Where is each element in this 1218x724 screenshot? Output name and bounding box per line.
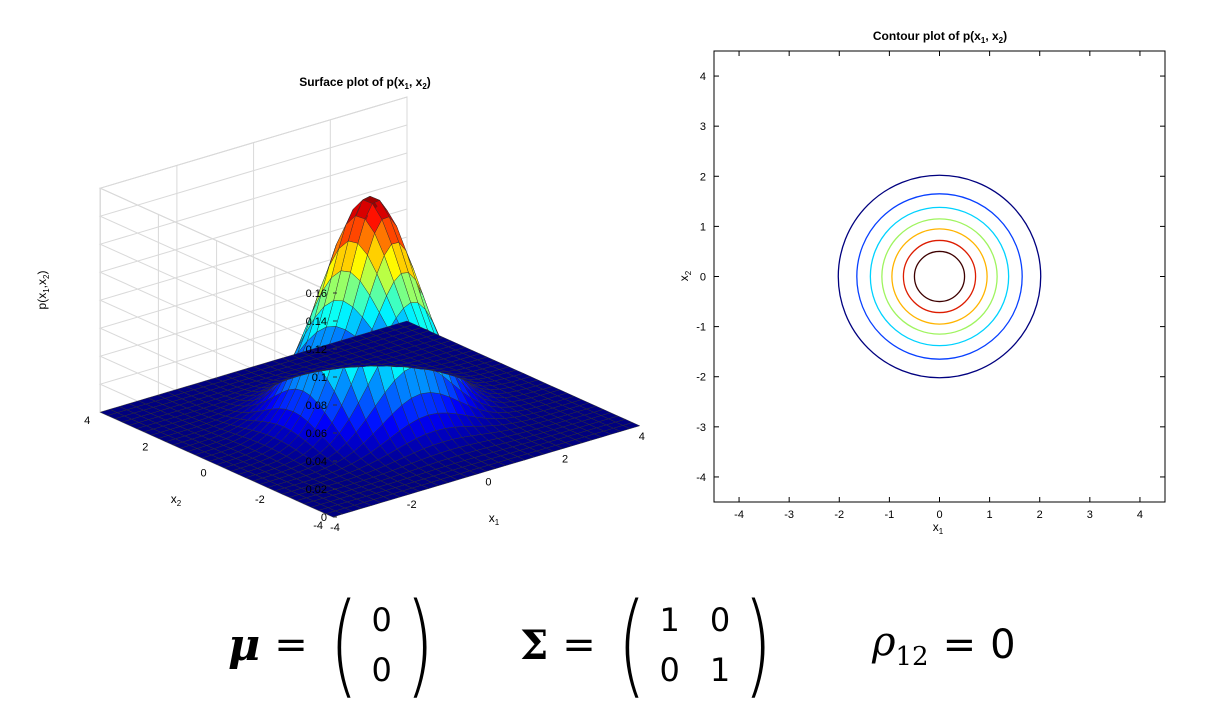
z-tick-label: 0 [321, 512, 327, 524]
rho-subscript: 12 [895, 641, 929, 672]
contour-line [837, 174, 1042, 379]
y-tick-label: 3 [700, 121, 706, 133]
right-paren: ) [743, 580, 773, 710]
right-paren: ) [405, 580, 434, 710]
contour-x2-label: x2 [677, 270, 693, 281]
mu-vector-entry: 0 [371, 601, 392, 639]
z-tick-label: 0.12 [306, 344, 327, 356]
surface-z-label: p(x1,x2) [35, 271, 51, 310]
y-tick-label: 1 [700, 221, 706, 233]
x-tick-label: -3 [784, 509, 794, 521]
x2-tick-label: -4 [313, 520, 323, 532]
equals-sign: = [274, 622, 308, 668]
contour-x1-label: x1 [933, 520, 944, 536]
surface-mesh [99, 195, 641, 518]
x-tick-label: -4 [734, 509, 744, 521]
surface-x1-label: x1 [489, 511, 500, 527]
y-tick-label: 0 [700, 272, 706, 284]
y-tick-label: -4 [696, 472, 706, 484]
z-tick-label: 0.02 [306, 484, 327, 496]
mu-vector-entry: 0 [371, 651, 392, 689]
x2-tick-label: 2 [142, 441, 148, 453]
x2-tick-label: -2 [255, 494, 265, 506]
z-tick-label: 0.04 [306, 456, 327, 468]
surface-ticks: 0 0.02 0.04 0.06 0.08 0.1 0.12 0.14 0.16 -4 -2 0 2 4 -… [84, 288, 645, 534]
sigma-matrix-entry: 1 [709, 651, 731, 689]
contour-title: Contour plot of p(x1, x2) [873, 29, 1007, 45]
x2-tick-label: 0 [200, 468, 206, 480]
surface-plot: 0 0.02 0.04 0.06 0.08 0.1 0.12 0.14 0.16 -4 -2 0 2 4 -… [35, 75, 645, 534]
mu-vector: 0 0 [371, 601, 391, 689]
contour-line [891, 228, 988, 325]
x-tick-label: 0 [936, 509, 942, 521]
y-tick-label: 4 [700, 71, 706, 83]
z-tick-label: 0.1 [312, 372, 327, 384]
x1-tick-label: -4 [330, 522, 340, 534]
mu-equation: μ = ( 0 0 ) [228, 580, 442, 710]
z-tick-label: 0.14 [306, 316, 327, 328]
x-tick-label: -1 [884, 509, 894, 521]
y-tick-label: -3 [696, 422, 706, 434]
mu-symbol: μ [228, 619, 261, 671]
rho-value: 0 [990, 622, 1016, 668]
z-tick-label: 0.08 [306, 400, 327, 412]
contour-line [856, 193, 1023, 360]
z-tick-label: 0.16 [306, 288, 327, 300]
z-tick-label: 0.06 [306, 428, 327, 440]
x1-tick-label: 4 [639, 431, 645, 443]
surface-title: Surface plot of p(x1, x2) [299, 75, 431, 91]
sigma-matrix-entry: 1 [659, 601, 680, 639]
contour-line [881, 218, 998, 335]
surface-x2-label: x2 [171, 492, 182, 508]
left-paren: ( [329, 580, 358, 710]
contour-line [902, 239, 977, 314]
contour-ticks: -4 -3 -2 -1 0 1 2 3 4 4 3 2 1 0 -1 -2 -3 -4 [696, 51, 1165, 521]
sigma-matrix-entry: 0 [709, 601, 731, 639]
y-tick-label: -2 [696, 372, 706, 384]
sigma-symbol: Σ [520, 621, 549, 669]
surface-facet [99, 409, 118, 416]
x-tick-label: 4 [1137, 509, 1143, 521]
y-tick-label: -1 [696, 322, 706, 334]
x1-tick-label: 0 [485, 476, 491, 488]
left-paren: ( [617, 580, 646, 710]
x-tick-label: 3 [1087, 509, 1093, 521]
contour-line [869, 206, 1010, 347]
contour-lines [837, 174, 1042, 379]
rho-symbol: ρ12 [872, 618, 929, 672]
x1-tick-label: -2 [407, 499, 417, 511]
equals-sign: = [562, 622, 596, 668]
sigma-matrix-entry: 0 [659, 651, 680, 689]
x-tick-label: 2 [1037, 509, 1043, 521]
contour-plot: Contour plot of p(x1, x2) -4 -3 -2 -1 0 1 2 3 4 4… [677, 29, 1166, 536]
x-tick-label: -2 [834, 509, 844, 521]
x-tick-label: 1 [987, 509, 993, 521]
y-tick-label: 2 [700, 171, 706, 183]
sigma-equation: Σ = ( 1 0 0 1 ) [520, 580, 780, 710]
sigma-matrix: 1 0 0 1 [660, 601, 731, 689]
contour-line [913, 250, 966, 303]
rho-equation: ρ12 = 0 [872, 590, 1016, 700]
contour-axes-box [713, 50, 1166, 503]
equals-sign: = [942, 622, 977, 668]
x2-tick-label: 4 [84, 415, 90, 427]
x1-tick-label: 2 [562, 454, 568, 466]
